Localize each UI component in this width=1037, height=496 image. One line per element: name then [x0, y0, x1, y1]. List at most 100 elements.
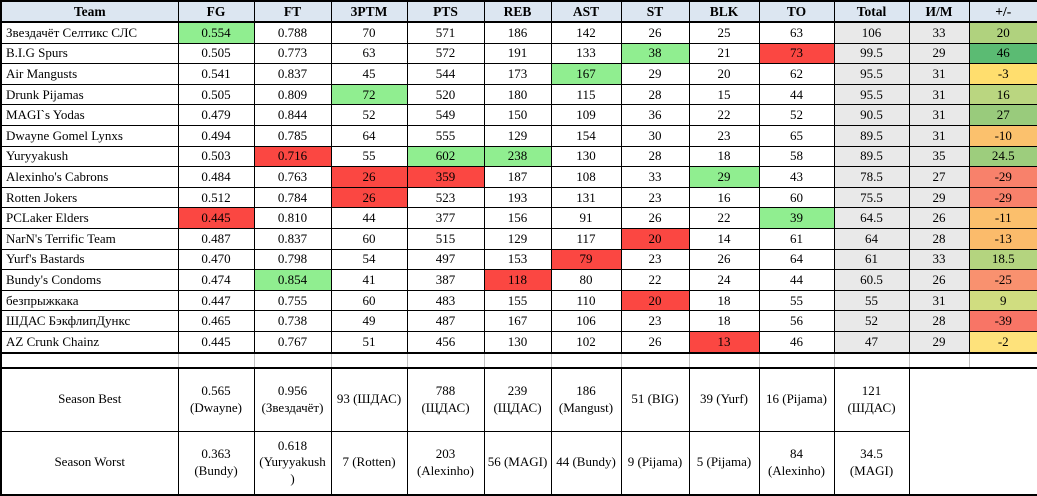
- season-best-total[interactable]: 121 (ШДАС): [833, 367, 910, 432]
- column-header-reb[interactable]: REB: [483, 0, 552, 23]
- cell-ft[interactable]: 0.798: [253, 248, 332, 271]
- cell-tpm[interactable]: 41: [330, 269, 408, 291]
- cell-total[interactable]: 89.5: [833, 124, 910, 147]
- cell-im[interactable]: 28: [908, 227, 970, 250]
- cell-fg[interactable]: 0.512: [177, 186, 255, 209]
- cell-pm[interactable]: -29: [968, 166, 1037, 188]
- season-best-to[interactable]: 16 (Pijama): [758, 367, 835, 432]
- cell-fg[interactable]: 0.541: [177, 63, 255, 85]
- cell-tpm[interactable]: 45: [330, 63, 408, 85]
- cell-pts[interactable]: 520: [406, 83, 485, 106]
- cell-team[interactable]: безпрыжкака: [0, 289, 179, 312]
- cell-fg[interactable]: 0.445: [177, 330, 255, 354]
- cell-pm[interactable]: -11: [968, 207, 1037, 229]
- cell-total[interactable]: 61: [833, 248, 910, 271]
- season-worst-to[interactable]: 84 (Alexinho): [758, 430, 835, 495]
- cell-reb[interactable]: 191: [483, 42, 552, 65]
- cell-to[interactable]: 60: [758, 186, 835, 209]
- column-header-ast[interactable]: AST: [550, 0, 622, 23]
- cell-ast[interactable]: 154: [550, 124, 622, 147]
- cell-im[interactable]: 35: [908, 145, 970, 168]
- column-header-to[interactable]: TO: [758, 0, 835, 23]
- season-worst-pts[interactable]: 203 (Alexinho): [406, 430, 485, 495]
- cell-pts[interactable]: 572: [406, 42, 485, 65]
- column-header-pts[interactable]: PTS: [406, 0, 485, 23]
- cell-im[interactable]: 33: [908, 248, 970, 271]
- cell-ast[interactable]: 91: [550, 207, 622, 229]
- cell-st[interactable]: 23: [620, 248, 690, 271]
- cell-tpm[interactable]: 49: [330, 310, 408, 332]
- cell-team[interactable]: MAGI`s Yodas: [0, 104, 179, 126]
- cell-to[interactable]: 44: [758, 83, 835, 106]
- cell-fg[interactable]: 0.465: [177, 310, 255, 332]
- column-header-ft[interactable]: FT: [253, 0, 332, 23]
- cell-im[interactable]: 28: [908, 310, 970, 332]
- cell-im[interactable]: 29: [908, 330, 970, 354]
- cell-ft[interactable]: 0.784: [253, 186, 332, 209]
- cell-blk[interactable]: 29: [688, 166, 760, 188]
- cell-blk[interactable]: 15: [688, 83, 760, 106]
- cell-ft[interactable]: 0.854: [253, 269, 332, 291]
- season-best-ft[interactable]: 0.956 (Звездачёт): [253, 367, 332, 432]
- cell-to[interactable]: 46: [758, 330, 835, 354]
- cell-total[interactable]: 89.5: [833, 145, 910, 168]
- cell-tpm[interactable]: 26: [330, 166, 408, 188]
- cell-to[interactable]: 73: [758, 42, 835, 65]
- cell-to[interactable]: 44: [758, 269, 835, 291]
- cell-pm[interactable]: -2: [968, 330, 1037, 354]
- cell-team[interactable]: PCLaker Elders: [0, 207, 179, 229]
- cell-total[interactable]: 90.5: [833, 104, 910, 126]
- cell-pts[interactable]: 483: [406, 289, 485, 312]
- cell-tpm[interactable]: 51: [330, 330, 408, 354]
- cell-ast[interactable]: 80: [550, 269, 622, 291]
- cell-to[interactable]: 55: [758, 289, 835, 312]
- cell-reb[interactable]: 156: [483, 207, 552, 229]
- cell-ast[interactable]: 109: [550, 104, 622, 126]
- cell-to[interactable]: 64: [758, 248, 835, 271]
- cell-ast[interactable]: 142: [550, 21, 622, 44]
- season-worst-ft[interactable]: 0.618 (Yuryyakush): [253, 430, 332, 495]
- cell-st[interactable]: 23: [620, 186, 690, 209]
- column-header-fg[interactable]: FG: [177, 0, 255, 23]
- cell-im[interactable]: 27: [908, 166, 970, 188]
- cell-ft[interactable]: 0.716: [253, 145, 332, 168]
- cell-st[interactable]: 22: [620, 269, 690, 291]
- cell-st[interactable]: 26: [620, 330, 690, 354]
- cell-to[interactable]: 56: [758, 310, 835, 332]
- cell-ft[interactable]: 0.785: [253, 124, 332, 147]
- cell-tpm[interactable]: 52: [330, 104, 408, 126]
- cell-im[interactable]: 31: [908, 83, 970, 106]
- cell-team[interactable]: Drunk Pijamas: [0, 83, 179, 106]
- cell-im[interactable]: 29: [908, 186, 970, 209]
- cell-blk[interactable]: 25: [688, 21, 760, 44]
- cell-fg[interactable]: 0.503: [177, 145, 255, 168]
- cell-ast[interactable]: 167: [550, 63, 622, 85]
- cell-st[interactable]: 33: [620, 166, 690, 188]
- cell-to[interactable]: 39: [758, 207, 835, 229]
- season-worst-tpm[interactable]: 7 (Rotten): [330, 430, 408, 495]
- cell-pts[interactable]: 377: [406, 207, 485, 229]
- cell-to[interactable]: 65: [758, 124, 835, 147]
- cell-fg[interactable]: 0.470: [177, 248, 255, 271]
- cell-pts[interactable]: 602: [406, 145, 485, 168]
- season-worst-ast[interactable]: 44 (Bundy): [550, 430, 622, 495]
- season-worst-fg[interactable]: 0.363 (Bundy): [177, 430, 255, 495]
- cell-total[interactable]: 47: [833, 330, 910, 354]
- cell-reb[interactable]: 129: [483, 227, 552, 250]
- cell-st[interactable]: 38: [620, 42, 690, 65]
- cell-im[interactable]: 29: [908, 42, 970, 65]
- cell-tpm[interactable]: 63: [330, 42, 408, 65]
- cell-tpm[interactable]: 26: [330, 186, 408, 209]
- cell-ft[interactable]: 0.837: [253, 227, 332, 250]
- cell-reb[interactable]: 153: [483, 248, 552, 271]
- cell-pts[interactable]: 544: [406, 63, 485, 85]
- cell-reb[interactable]: 129: [483, 124, 552, 147]
- cell-pm[interactable]: 18.5: [968, 248, 1037, 271]
- cell-pts[interactable]: 456: [406, 330, 485, 354]
- cell-ft[interactable]: 0.738: [253, 310, 332, 332]
- cell-st[interactable]: 36: [620, 104, 690, 126]
- column-header-pm[interactable]: +/-: [968, 0, 1037, 23]
- cell-blk[interactable]: 20: [688, 63, 760, 85]
- cell-im[interactable]: 31: [908, 289, 970, 312]
- cell-reb[interactable]: 238: [483, 145, 552, 168]
